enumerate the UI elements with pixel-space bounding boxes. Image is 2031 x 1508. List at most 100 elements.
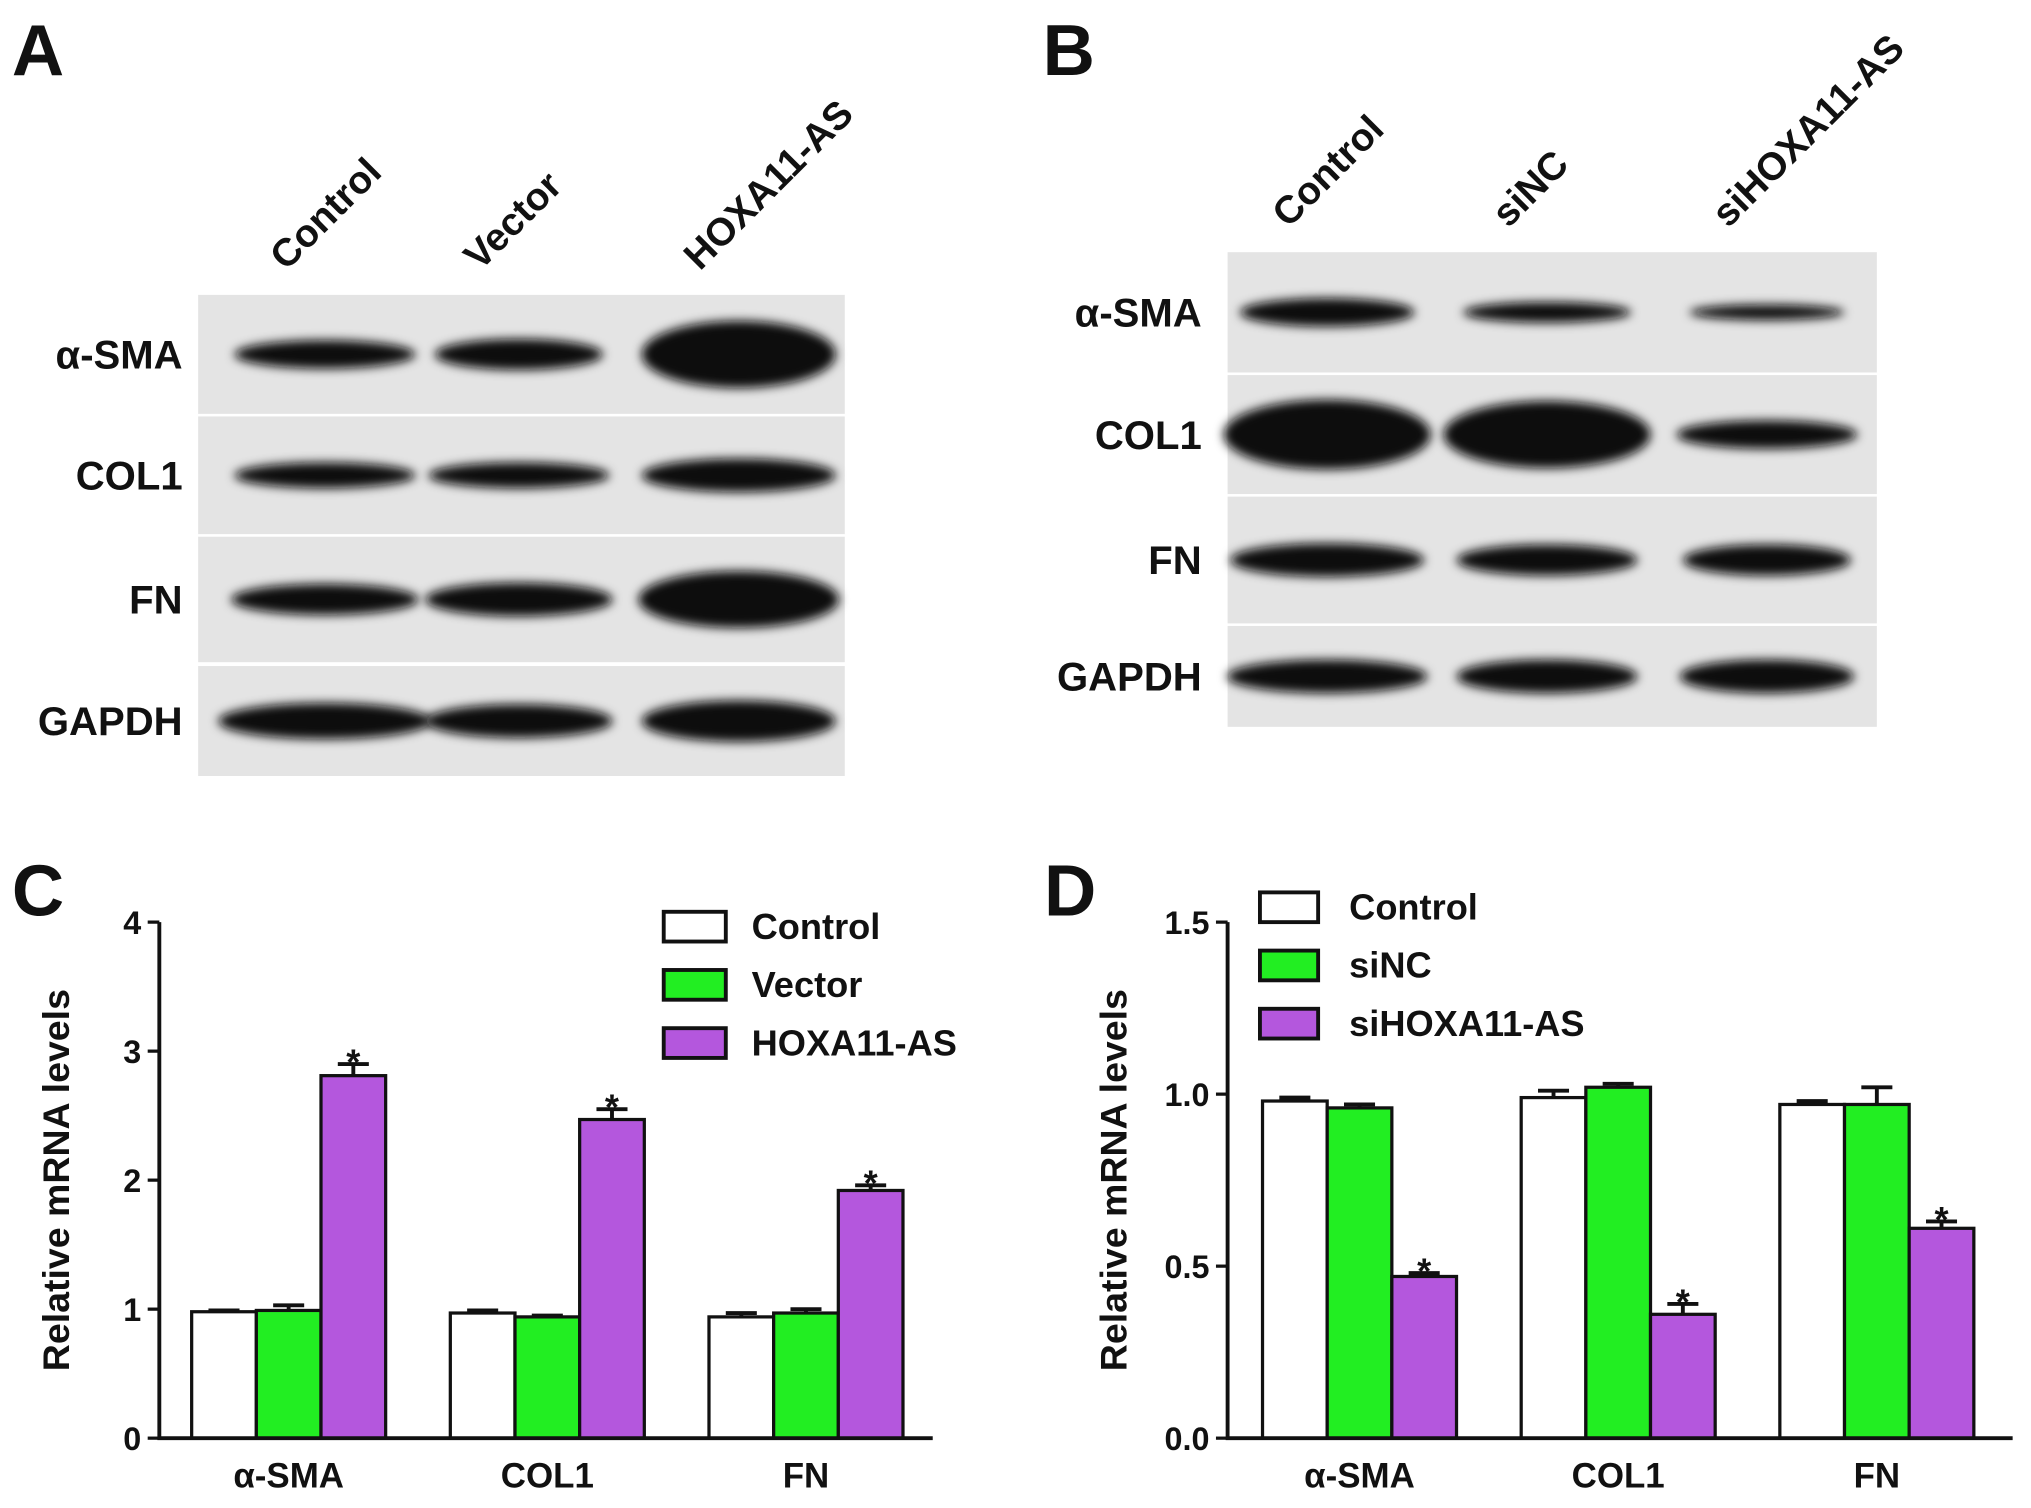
- bar: [578, 1117, 646, 1440]
- y-axis-label: Relative mRNA levels: [35, 989, 77, 1371]
- significance-marker: *: [346, 1041, 361, 1082]
- blot-band: [1456, 544, 1638, 576]
- legend-label: Control: [752, 906, 881, 947]
- error-bar: [208, 1308, 240, 1313]
- band-label: GAPDH: [38, 700, 183, 744]
- blot-band: [1676, 420, 1858, 449]
- blot-band: [1239, 298, 1415, 327]
- blot-band: [425, 582, 613, 617]
- legend-swatch: [661, 909, 728, 944]
- error-bar: [1602, 1081, 1634, 1088]
- blot-band: [425, 704, 613, 738]
- error-bar: [273, 1303, 305, 1311]
- error-bar: [1925, 1219, 1958, 1229]
- x-tick-label: FN: [1854, 1456, 1901, 1495]
- blot-band: [1226, 659, 1428, 694]
- legend-label: HOXA11-AS: [752, 1022, 957, 1063]
- panel-letter: A: [12, 10, 64, 91]
- band-label: α-SMA: [1075, 292, 1202, 336]
- panel-letter: B: [1043, 10, 1095, 91]
- error-bar: [1861, 1085, 1893, 1105]
- blot-band: [641, 320, 836, 388]
- error-bar: [725, 1311, 757, 1317]
- error-bar: [1796, 1099, 1828, 1105]
- bar: [836, 1188, 905, 1440]
- y-tick-label: 0: [123, 1421, 141, 1457]
- lane-label: Control: [262, 150, 390, 278]
- legend-swatch: [661, 968, 728, 1002]
- blot-band: [428, 462, 610, 489]
- bar: [1519, 1095, 1588, 1440]
- x-tick-label: COL1: [501, 1456, 594, 1495]
- legend-label: Vector: [752, 964, 863, 1005]
- blot-band: [434, 338, 603, 370]
- y-tick-label: 0.0: [1165, 1421, 1210, 1457]
- significance-marker: *: [1934, 1199, 1949, 1240]
- error-bar: [790, 1307, 822, 1314]
- bar: [254, 1308, 323, 1440]
- bar: [1842, 1102, 1911, 1440]
- y-tick-label: 1.0: [1165, 1077, 1210, 1113]
- lane-label: siNC: [1484, 142, 1577, 235]
- y-tick-label: 4: [123, 905, 141, 941]
- blot-band: [1456, 659, 1638, 694]
- legend-swatch: [1257, 948, 1321, 983]
- band-label: COL1: [76, 455, 183, 499]
- bar: [1260, 1099, 1329, 1440]
- y-tick-label: 1.5: [1165, 905, 1210, 941]
- bar: [190, 1310, 258, 1440]
- bar: [1648, 1312, 1717, 1440]
- blot-band: [1689, 304, 1845, 321]
- band-label: FN: [129, 579, 182, 623]
- lane-label: HOXA11-AS: [676, 92, 862, 278]
- x-tick-label: FN: [783, 1456, 830, 1495]
- legend-label: siNC: [1349, 945, 1431, 986]
- significance-marker: *: [605, 1087, 620, 1128]
- blot-band: [1443, 400, 1651, 469]
- bar: [772, 1311, 840, 1440]
- significance-marker: *: [1417, 1250, 1432, 1291]
- bar: [513, 1315, 582, 1440]
- panel-letter: D: [1044, 851, 1096, 932]
- lane-label: Control: [1264, 107, 1392, 235]
- blot-band: [1682, 544, 1851, 576]
- blot-band: [1462, 301, 1632, 323]
- error-bar: [1408, 1271, 1440, 1277]
- blot-band: [234, 340, 416, 369]
- y-tick-label: 0.5: [1165, 1249, 1210, 1285]
- band-label: α-SMA: [56, 334, 183, 378]
- axes: [1225, 922, 2013, 1441]
- error-bar: [1537, 1088, 1570, 1098]
- blot-band: [218, 702, 432, 740]
- band-label: COL1: [1095, 414, 1202, 458]
- x-tick-label: COL1: [1572, 1456, 1665, 1495]
- error-bar: [531, 1313, 563, 1318]
- bar: [707, 1315, 776, 1440]
- blot-band: [1679, 659, 1855, 694]
- axes: [157, 922, 933, 1441]
- blot-band: [638, 570, 839, 628]
- x-tick-label: α-SMA: [233, 1456, 344, 1495]
- bar: [1325, 1106, 1394, 1440]
- blot-band: [641, 700, 836, 742]
- band-label: FN: [1148, 539, 1201, 583]
- legend-label: Control: [1349, 887, 1478, 928]
- significance-marker: *: [1676, 1281, 1691, 1322]
- band-label: GAPDH: [1057, 656, 1202, 700]
- blot-band: [641, 458, 836, 493]
- error-bar: [467, 1308, 499, 1314]
- blot-band: [231, 583, 419, 615]
- bar: [1390, 1274, 1459, 1440]
- error-bar: [1667, 1302, 1699, 1315]
- error-bar: [855, 1183, 887, 1191]
- panel-letter: C: [12, 851, 64, 932]
- bar: [1907, 1226, 1976, 1440]
- significance-marker: *: [864, 1163, 879, 1204]
- bar: [319, 1074, 388, 1440]
- bar: [1778, 1102, 1847, 1440]
- y-axis-label: Relative mRNA levels: [1093, 989, 1135, 1371]
- legend-label: siHOXA11-AS: [1349, 1003, 1584, 1044]
- legend-swatch: [661, 1026, 728, 1060]
- lane-label: siHOXA11-AS: [1704, 27, 1913, 236]
